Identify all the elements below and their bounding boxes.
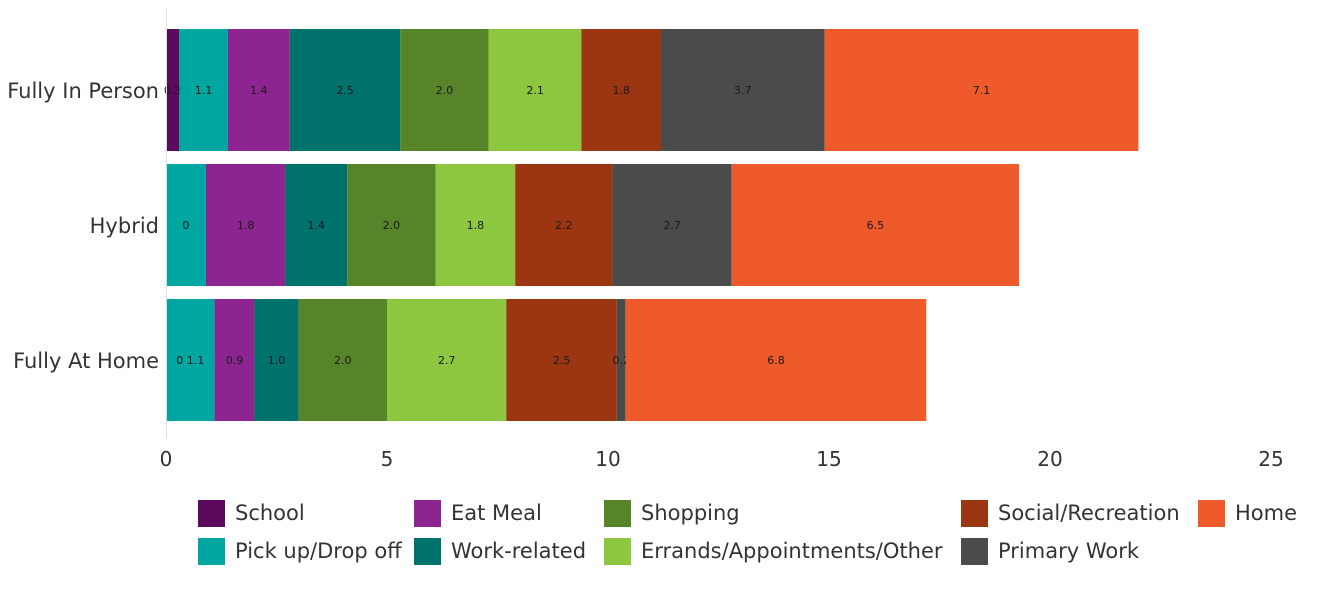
data-label: 0.3 [164, 84, 182, 97]
legend-label: Work-related [451, 539, 587, 563]
bar-segment-eat-meal-fully-at-home [214, 299, 255, 421]
legend-item: Shopping [604, 499, 740, 527]
bar-segment-errands-appointments-other-fully-in-person [488, 29, 582, 151]
x-tick-label: 15 [816, 447, 841, 471]
legend-swatch [414, 537, 441, 565]
legend-swatch [198, 499, 225, 527]
legend-item: Errands/Appointments/Other [604, 537, 943, 565]
data-label: 0 [182, 219, 189, 232]
legend-swatch [604, 537, 631, 565]
data-label: 0.9 [226, 354, 244, 367]
legend-label: School [235, 501, 305, 525]
legend: School Eat Meal Shopping Social/Recreation H… [198, 497, 1328, 577]
bar-segment-school-fully-in-person [166, 29, 180, 151]
bar-segment-social-recreation-hybrid [515, 164, 613, 286]
data-label: 2.5 [336, 84, 354, 97]
x-tick-label: 0 [160, 447, 173, 471]
bar-segment-work-related-hybrid [285, 164, 348, 286]
legend-label: Pick up/Drop off [235, 539, 402, 563]
x-tick-label: 20 [1037, 447, 1062, 471]
data-label: 1.8 [237, 219, 255, 232]
legend-swatch [961, 499, 988, 527]
data-label: 3.7 [734, 84, 752, 97]
legend-label: Social/Recreation [998, 501, 1180, 525]
bar-segment-pick-up-drop-off-hybrid [166, 164, 206, 286]
legend-swatch [414, 499, 441, 527]
bars-group: 0.3 1.1 1.4 2.5 2.0 2.1 1.8 3.7 7.1 0 1.8 1.4 2.0 1.8… [164, 29, 1139, 421]
data-label: 1.1 [195, 84, 213, 97]
bar-segment-social-recreation-fully-at-home [506, 299, 617, 421]
category-label: Hybrid [90, 214, 159, 238]
bar-segment-home-fully-in-person [824, 29, 1139, 151]
legend-swatch [604, 499, 631, 527]
bar-segment-home-fully-at-home [625, 299, 927, 421]
bar-segment-shopping-fully-in-person [400, 29, 489, 151]
legend-item: Home [1198, 499, 1297, 527]
legend-label: Shopping [641, 501, 740, 525]
legend-item: Pick up/Drop off [198, 537, 402, 565]
data-label: 2.7 [663, 219, 681, 232]
data-label: 1.8 [613, 84, 631, 97]
x-axis-ticks: 0 5 10 15 20 25 [160, 447, 1284, 471]
bar-segment-work-related-fully-in-person [289, 29, 401, 151]
data-label: 1.4 [250, 84, 268, 97]
data-label: 2.7 [438, 354, 456, 367]
data-label: 0 1.1 [176, 354, 204, 367]
legend-item: Eat Meal [414, 499, 542, 527]
data-label: 6.5 [867, 219, 885, 232]
data-label: 6.8 [767, 354, 785, 367]
legend-item: Work-related [414, 537, 586, 565]
legend-label: Eat Meal [451, 501, 542, 525]
bar-segment-errands-appointments-other-hybrid [435, 164, 516, 286]
data-label: 2.0 [383, 219, 401, 232]
bar-segment-pick-up-drop-off-fully-in-person [179, 29, 228, 151]
bar-segment-home-hybrid [731, 164, 1020, 286]
data-label: 1.0 [268, 354, 286, 367]
legend-item: Social/Recreation [961, 499, 1180, 527]
bar-segment-pick-up-drop-off-fully-at-home [166, 299, 215, 421]
data-label: 2.0 [436, 84, 454, 97]
bar-segment-primary-work-fully-at-home [616, 299, 626, 421]
data-label: 0.2 [613, 354, 631, 367]
legend-item: Primary Work [961, 537, 1139, 565]
legend-label: Errands/Appointments/Other [641, 539, 943, 563]
bar-segment-errands-appointments-other-fully-at-home [387, 299, 507, 421]
category-labels: Fully In Person Hybrid Fully At Home [7, 79, 159, 373]
data-label: 7.1 [973, 84, 991, 97]
legend-item: School [198, 499, 305, 527]
legend-swatch [1198, 499, 1225, 527]
bar-segment-shopping-hybrid [347, 164, 436, 286]
bar-segment-primary-work-hybrid [612, 164, 732, 286]
bar-segment-social-recreation-fully-in-person [581, 29, 662, 151]
x-tick-label: 5 [381, 447, 394, 471]
legend-swatch [198, 537, 225, 565]
data-label: 1.4 [308, 219, 326, 232]
bar-segment-work-related-fully-at-home [254, 299, 299, 421]
stacked-bar-chart: 0.3 1.1 1.4 2.5 2.0 2.1 1.8 3.7 7.1 0 1.8 1.4 2.0 1.8… [7, 8, 1284, 471]
category-label: Fully In Person [7, 79, 159, 103]
data-label: 2.5 [553, 354, 571, 367]
legend-label: Primary Work [998, 539, 1140, 563]
data-label: 1.8 [467, 219, 485, 232]
bar-segment-primary-work-fully-in-person [661, 29, 825, 151]
category-label: Fully At Home [13, 349, 159, 373]
data-label: 2.1 [526, 84, 544, 97]
bar-segment-eat-meal-hybrid [205, 164, 286, 286]
legend-label: Home [1235, 501, 1298, 525]
bar-segment-shopping-fully-at-home [298, 299, 387, 421]
x-tick-label: 25 [1258, 447, 1283, 471]
legend-swatch [961, 537, 988, 565]
data-label: 2.2 [555, 219, 573, 232]
x-tick-label: 10 [595, 447, 620, 471]
data-label: 2.0 [334, 354, 352, 367]
bar-segment-eat-meal-fully-in-person [227, 29, 290, 151]
